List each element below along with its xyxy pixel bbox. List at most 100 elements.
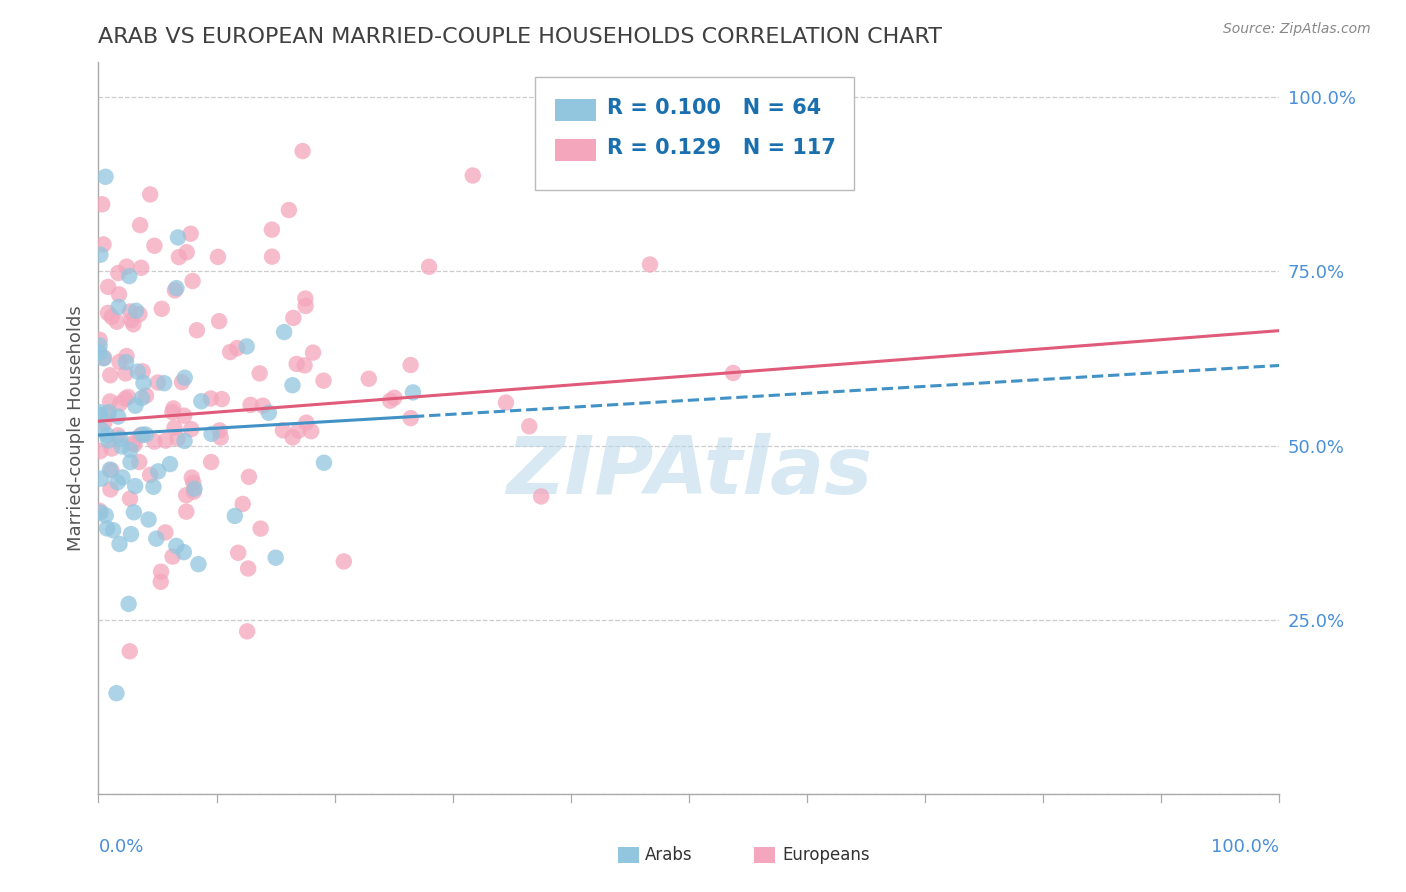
- Point: [281, 378, 304, 392]
- Point: [238, 470, 260, 484]
- Point: [530, 490, 553, 504]
- Point: [211, 392, 233, 406]
- Point: [93, 351, 115, 366]
- Point: [120, 313, 142, 327]
- Point: [124, 479, 146, 493]
- Point: [260, 222, 283, 236]
- Point: [89, 504, 111, 518]
- Point: [294, 292, 316, 306]
- Point: [299, 424, 322, 438]
- Point: [236, 624, 259, 639]
- Point: [100, 463, 122, 477]
- Text: R = 0.100   N = 64: R = 0.100 N = 64: [607, 98, 821, 118]
- Text: 100.0%: 100.0%: [1212, 838, 1279, 855]
- Point: [357, 372, 380, 386]
- Point: [170, 375, 193, 389]
- Point: [163, 283, 186, 297]
- Point: [89, 338, 111, 352]
- FancyBboxPatch shape: [555, 139, 596, 161]
- Point: [121, 436, 143, 450]
- FancyBboxPatch shape: [754, 847, 775, 863]
- Point: [98, 462, 121, 476]
- Point: [96, 428, 118, 442]
- Point: [143, 434, 166, 449]
- Point: [115, 260, 138, 274]
- Point: [180, 470, 202, 484]
- Point: [129, 260, 152, 275]
- Point: [129, 428, 152, 442]
- Point: [294, 299, 316, 313]
- Point: [176, 245, 198, 260]
- Point: [180, 422, 202, 436]
- Point: [107, 475, 129, 490]
- Point: [207, 250, 229, 264]
- Point: [150, 565, 173, 579]
- Point: [132, 376, 155, 390]
- Point: [108, 355, 131, 369]
- Point: [120, 304, 142, 318]
- Point: [139, 187, 162, 202]
- Point: [96, 521, 118, 535]
- Point: [291, 144, 314, 158]
- Point: [120, 527, 142, 541]
- Point: [176, 505, 198, 519]
- Point: [399, 411, 422, 425]
- Point: [108, 287, 131, 301]
- Point: [166, 432, 188, 446]
- Point: [252, 399, 274, 413]
- Point: [129, 218, 152, 232]
- Point: [165, 281, 187, 295]
- Point: [219, 345, 242, 359]
- Point: [100, 442, 122, 456]
- Point: [97, 434, 120, 448]
- Point: [333, 554, 356, 568]
- Point: [89, 345, 111, 359]
- Point: [200, 392, 222, 406]
- Point: [173, 370, 195, 384]
- Point: [150, 301, 173, 316]
- Point: [302, 345, 325, 359]
- Point: [402, 385, 425, 400]
- Point: [209, 430, 232, 444]
- Point: [461, 169, 484, 183]
- Point: [90, 506, 112, 520]
- Point: [122, 318, 145, 332]
- Point: [131, 427, 153, 442]
- Point: [190, 394, 212, 409]
- Point: [94, 169, 117, 184]
- Point: [135, 388, 157, 402]
- Point: [108, 537, 131, 551]
- Point: [260, 250, 283, 264]
- Point: [183, 484, 205, 499]
- Point: [122, 505, 145, 519]
- Point: [111, 470, 134, 484]
- Point: [146, 376, 169, 390]
- Text: R = 0.129   N = 117: R = 0.129 N = 117: [607, 138, 837, 158]
- Point: [294, 359, 316, 373]
- Point: [312, 374, 335, 388]
- Point: [249, 367, 271, 381]
- Point: [183, 482, 205, 496]
- Text: 0.0%: 0.0%: [98, 838, 143, 855]
- Point: [120, 455, 142, 469]
- Point: [90, 472, 112, 486]
- Text: Source: ZipAtlas.com: Source: ZipAtlas.com: [1223, 22, 1371, 37]
- Point: [173, 409, 195, 423]
- Point: [180, 227, 202, 241]
- Point: [89, 444, 111, 458]
- Point: [128, 307, 150, 321]
- Point: [638, 257, 661, 271]
- Point: [93, 237, 115, 252]
- Point: [107, 266, 129, 280]
- Point: [285, 357, 308, 371]
- Point: [382, 391, 405, 405]
- Point: [146, 464, 169, 478]
- Point: [162, 549, 184, 564]
- Point: [200, 426, 222, 441]
- Point: [295, 416, 318, 430]
- Point: [107, 300, 129, 314]
- Point: [232, 497, 254, 511]
- Point: [98, 394, 121, 409]
- Point: [127, 365, 149, 379]
- Point: [155, 525, 177, 540]
